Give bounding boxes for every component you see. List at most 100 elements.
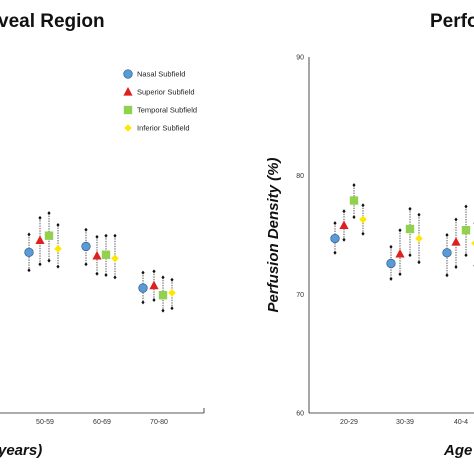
right-nasal-subfield-30-39-upper-cap	[389, 244, 393, 249]
left-x-tick-labels: 50-59 60-69 70-80	[36, 419, 168, 426]
right-superior-subfield-40-4-upper-cap	[454, 217, 458, 222]
left-nasal-subfield-60-69-upper-cap	[84, 227, 88, 232]
left-x-tick-60-69: 60-69	[93, 419, 111, 426]
right-y-tick-80: 80	[296, 173, 304, 180]
left-panel-marks	[24, 211, 176, 313]
right-nasal-subfield-20-29-lower-cap	[333, 250, 337, 255]
legend: Nasal Subfield Superior Subfield Temporal …	[123, 69, 197, 133]
left-temporal-subfield-70-80-point	[158, 290, 168, 300]
right-superior-subfield-30-39-upper-cap	[398, 228, 402, 233]
left-superior-subfield-60-69-lower-cap	[95, 271, 99, 276]
left-inferior-subfield-50-59-upper-cap	[56, 222, 60, 227]
right-superior-subfield-40-4-lower-cap	[454, 264, 458, 269]
right-nasal-subfield-30-39-point	[386, 258, 396, 269]
left-inferior-subfield-60-69-lower-cap	[113, 275, 117, 280]
right-temporal-subfield-20-29-point	[349, 196, 359, 205]
left-x-tick-70-80: 70-80	[150, 419, 168, 426]
left-temporal-subfield-60-69-upper-cap	[104, 233, 108, 238]
left-superior-subfield-60-69-upper-cap	[95, 234, 99, 239]
right-nasal-subfield-30-39-lower-cap	[389, 276, 393, 281]
left-nasal-subfield-60-69-point	[81, 241, 91, 252]
left-superior-subfield-70-80-lower-cap	[152, 297, 156, 302]
right-superior-subfield-20-29-point	[339, 220, 349, 230]
left-superior-subfield-50-59-point	[35, 235, 45, 245]
right-y-tick-labels: 60 70 80 90	[296, 54, 304, 417]
left-x-tick-50-59: 50-59	[36, 419, 54, 426]
right-inferior-subfield-30-39-point	[415, 234, 423, 243]
right-y-tick-60: 60	[296, 411, 304, 418]
right-nasal-subfield-20-29-point	[330, 233, 340, 244]
right-inferior-subfield-30-39-upper-cap	[417, 212, 421, 217]
left-superior-subfield-70-80-point	[149, 280, 159, 290]
right-x-tick-20-29: 20-29	[340, 419, 358, 426]
right-temporal-subfield-30-39-point	[405, 224, 415, 234]
right-temporal-subfield-40-4-lower-cap	[464, 253, 468, 258]
left-temporal-subfield-50-59-lower-cap	[47, 258, 51, 263]
left-superior-subfield-60-69-point	[92, 250, 102, 260]
left-superior-subfield-50-59-upper-cap	[38, 215, 42, 220]
right-superior-subfield-20-29-upper-cap	[342, 209, 346, 214]
right-superior-subfield-20-29-lower-cap	[342, 237, 346, 242]
left-temporal-subfield-70-80-upper-cap	[161, 275, 165, 280]
left-temporal-subfield-60-69-point	[101, 250, 111, 259]
right-x-tick-labels: 20-29 30-39 40-4	[340, 419, 468, 426]
right-inferior-subfield-20-29-lower-cap	[361, 231, 365, 236]
left-temporal-subfield-50-59-point	[44, 231, 54, 240]
left-inferior-subfield-50-59-lower-cap	[56, 264, 60, 269]
legend-label-nasal-subfield: Nasal Subfield	[137, 70, 185, 79]
left-temporal-subfield-70-80-lower-cap	[161, 308, 165, 313]
left-inferior-subfield-70-80-lower-cap	[170, 306, 174, 311]
right-inferior-subfield-20-29-point	[359, 215, 367, 224]
right-x-tick-40-4: 40-4	[454, 419, 468, 426]
left-nasal-subfield-60-69-lower-cap	[84, 262, 88, 267]
right-y-tick-70: 70	[296, 292, 304, 299]
left-nasal-subfield-50-59-point	[24, 247, 34, 258]
legend-label-superior-subfield: Superior Subfield	[137, 88, 195, 97]
left-x-axis-title: years)	[0, 442, 42, 459]
right-temporal-subfield-20-29-upper-cap	[352, 183, 356, 188]
left-nasal-subfield-70-80-lower-cap	[141, 300, 145, 305]
left-inferior-subfield-70-80-point	[168, 289, 176, 297]
legend-marker-temporal-subfield	[123, 105, 133, 115]
legend-label-inferior-subfield: Inferior Subfield	[137, 124, 190, 133]
right-temporal-subfield-30-39-lower-cap	[408, 253, 412, 258]
left-temporal-subfield-50-59-upper-cap	[47, 211, 51, 216]
right-nasal-subfield-20-29-upper-cap	[333, 221, 337, 226]
right-x-tick-30-39: 30-39	[396, 419, 414, 426]
right-temporal-subfield-30-39-upper-cap	[408, 206, 412, 211]
right-nasal-subfield-40-4-point	[442, 248, 452, 258]
right-panel-title: Perfo	[430, 11, 474, 32]
left-superior-subfield-70-80-upper-cap	[152, 269, 156, 274]
right-inferior-subfield-40-4-point	[471, 240, 474, 247]
left-nasal-subfield-70-80-point	[138, 283, 148, 293]
right-superior-subfield-30-39-lower-cap	[398, 272, 402, 277]
legend-label-temporal-subfield: Temporal Subfield	[137, 106, 197, 115]
right-nasal-subfield-40-4-lower-cap	[445, 273, 449, 278]
left-inferior-subfield-50-59-point	[54, 244, 62, 253]
right-panel-marks	[330, 183, 474, 281]
legend-marker-inferior-subfield	[124, 124, 132, 132]
left-nasal-subfield-50-59-upper-cap	[27, 232, 31, 237]
right-superior-subfield-40-4-point	[451, 237, 461, 246]
left-temporal-subfield-60-69-lower-cap	[104, 272, 108, 277]
right-inferior-subfield-30-39-lower-cap	[417, 260, 421, 265]
right-y-axis-title: Perfusion Density (%)	[265, 157, 282, 312]
left-superior-subfield-50-59-lower-cap	[38, 262, 42, 267]
right-temporal-subfield-20-29-lower-cap	[352, 215, 356, 220]
right-superior-subfield-30-39-point	[395, 248, 405, 258]
right-nasal-subfield-40-4-upper-cap	[445, 232, 449, 237]
right-inferior-subfield-20-29-upper-cap	[361, 203, 365, 208]
left-panel-title: veal Region	[0, 11, 105, 32]
legend-marker-nasal-subfield	[123, 69, 133, 79]
left-inferior-subfield-60-69-point	[111, 254, 119, 263]
left-nasal-subfield-50-59-lower-cap	[27, 268, 31, 273]
right-temporal-subfield-40-4-point	[461, 226, 471, 235]
legend-marker-superior-subfield	[123, 87, 133, 96]
left-nasal-subfield-70-80-upper-cap	[141, 270, 145, 275]
right-x-axis-title: Age	[443, 442, 472, 459]
left-inferior-subfield-60-69-upper-cap	[113, 233, 117, 238]
left-inferior-subfield-70-80-upper-cap	[170, 277, 174, 282]
right-temporal-subfield-40-4-upper-cap	[464, 204, 468, 209]
right-y-tick-90: 90	[296, 54, 304, 61]
